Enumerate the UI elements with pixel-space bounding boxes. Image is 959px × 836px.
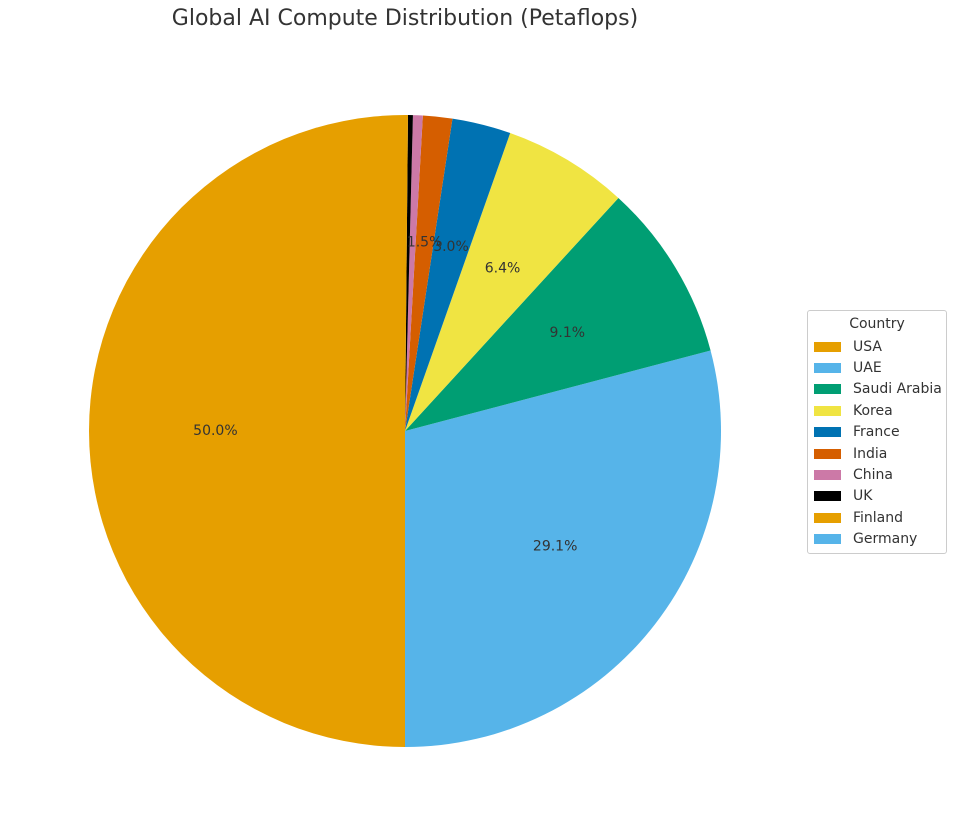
legend-item-saudi-arabia: Saudi Arabia <box>808 379 946 400</box>
slice-label-france: 3.0% <box>433 239 469 255</box>
pie-slice-korea <box>405 133 619 431</box>
legend-label: Germany <box>853 531 918 548</box>
pie-slice-uk <box>405 115 413 431</box>
pie-slices <box>89 115 721 747</box>
legend-swatch <box>814 341 841 352</box>
legend-item-china: China <box>808 464 946 485</box>
legend-swatch <box>814 405 841 416</box>
pie-slice-usa <box>89 115 405 747</box>
legend-label: UAE <box>853 360 882 377</box>
slice-label-saudi-arabia: 9.1% <box>549 325 585 341</box>
pie-slice-china <box>405 115 423 431</box>
legend-label: USA <box>853 338 882 355</box>
pie-slice-finland <box>405 115 408 431</box>
legend-swatch <box>814 534 841 545</box>
legend-swatch <box>814 512 841 523</box>
legend-item-usa: USA <box>808 336 946 357</box>
slice-label-korea: 6.4% <box>485 260 521 276</box>
legend-label: Korea <box>853 402 893 419</box>
legend-swatch <box>814 427 841 438</box>
pie-slice-uae <box>405 350 721 747</box>
pie-slice-saudi-arabia <box>405 197 711 431</box>
slice-label-usa: 50.0% <box>193 423 237 439</box>
legend-label: France <box>853 424 900 441</box>
legend-item-finland: Finland <box>808 507 946 528</box>
legend-item-france: France <box>808 422 946 443</box>
pie-slice-france <box>405 118 511 431</box>
legend-item-uae: UAE <box>808 357 946 378</box>
pie-slice-labels: 50.0% 29.1% 9.1% 6.4% 3.0%1.5% <box>193 234 585 554</box>
legend-label: UK <box>853 488 873 505</box>
legend-label: India <box>853 445 888 462</box>
legend-item-korea: Korea <box>808 400 946 421</box>
legend-swatch <box>814 448 841 459</box>
legend-swatch <box>814 491 841 502</box>
slice-label-india: 1.5% <box>407 234 443 250</box>
legend-label: Saudi Arabia <box>853 381 942 398</box>
chart-title: Global AI Compute Distribution (Petaflop… <box>171 6 639 31</box>
legend-swatch <box>814 363 841 374</box>
slice-label-uae: 29.1% <box>533 539 577 555</box>
legend-item-germany: Germany <box>808 529 946 550</box>
legend-swatch <box>814 470 841 481</box>
legend-label: Finland <box>853 509 904 526</box>
legend-item-uk: UK <box>808 486 946 507</box>
legend-item-india: India <box>808 443 946 464</box>
pie-slice-india <box>405 115 453 431</box>
legend-title: Country <box>849 316 905 332</box>
legend: Country USA UAE Saudi Arabia Korea France Ind… <box>807 310 947 554</box>
legend-label: China <box>853 467 893 484</box>
legend-swatch <box>814 384 841 395</box>
legend-items: USA UAE Saudi Arabia Korea France India China U… <box>808 336 946 550</box>
